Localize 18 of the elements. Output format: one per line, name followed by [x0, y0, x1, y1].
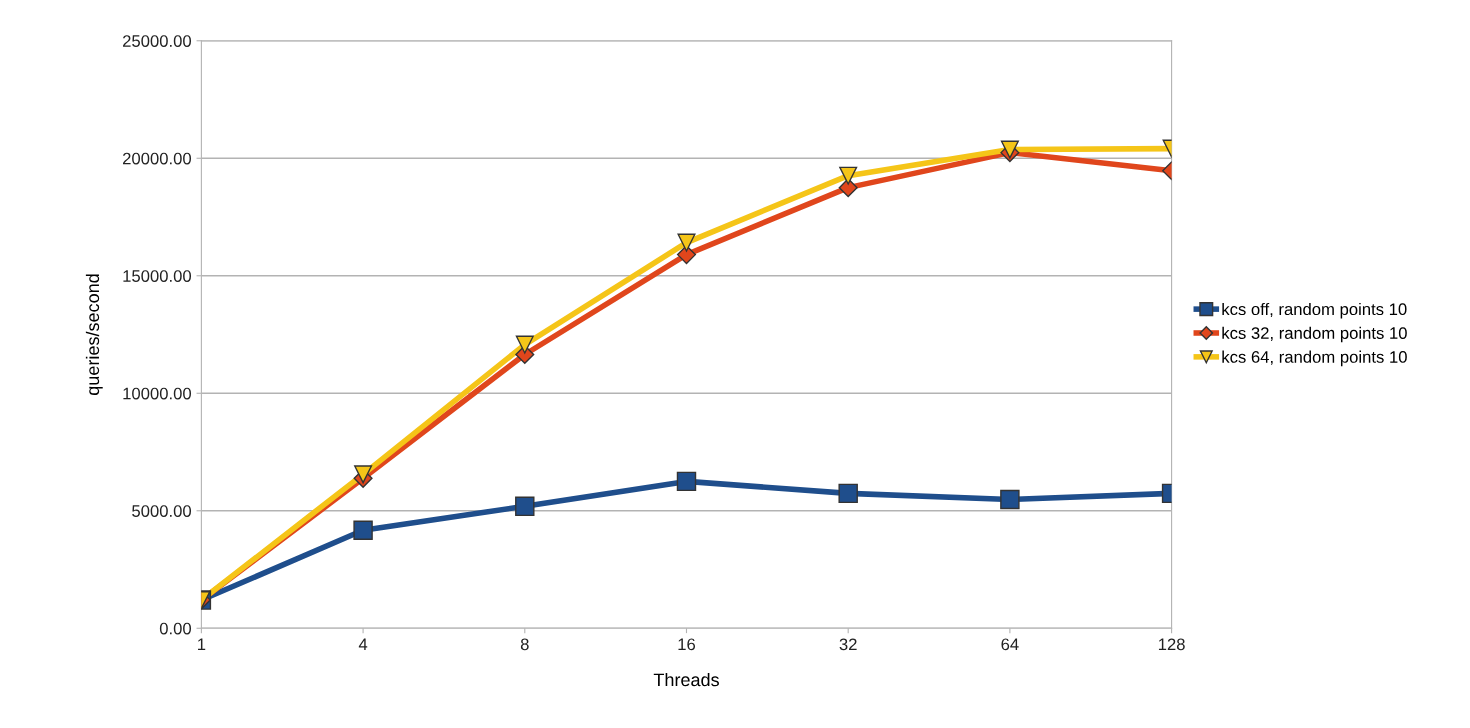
y-tick-label: 20000.00: [123, 152, 192, 165]
y-tick-label: 25000.00: [123, 35, 192, 47]
y-tick-label: 5000.00: [132, 505, 192, 517]
x-tick-label: 128: [1158, 638, 1185, 651]
y-tick-label: 0.00: [159, 622, 192, 635]
y-axis-title: queries/second: [85, 274, 103, 395]
x-tick-label: 8: [520, 638, 529, 651]
legend-label: kcs 64, random points 10: [1222, 350, 1407, 367]
x-tick-label: 1: [198, 638, 206, 651]
x-tick-label: 64: [1001, 638, 1019, 651]
x-tick-label: 32: [839, 638, 857, 651]
legend-label: kcs off, random points 10: [1222, 302, 1407, 319]
x-tick-label: 4: [358, 638, 368, 651]
y-tick-label: 15000.00: [123, 270, 192, 282]
y-tick-label: 10000.00: [123, 387, 192, 400]
legend-label: kcs 32, random points 10: [1222, 326, 1407, 343]
x-axis-title: Threads: [653, 672, 719, 687]
x-tick-label: 16: [678, 638, 696, 651]
